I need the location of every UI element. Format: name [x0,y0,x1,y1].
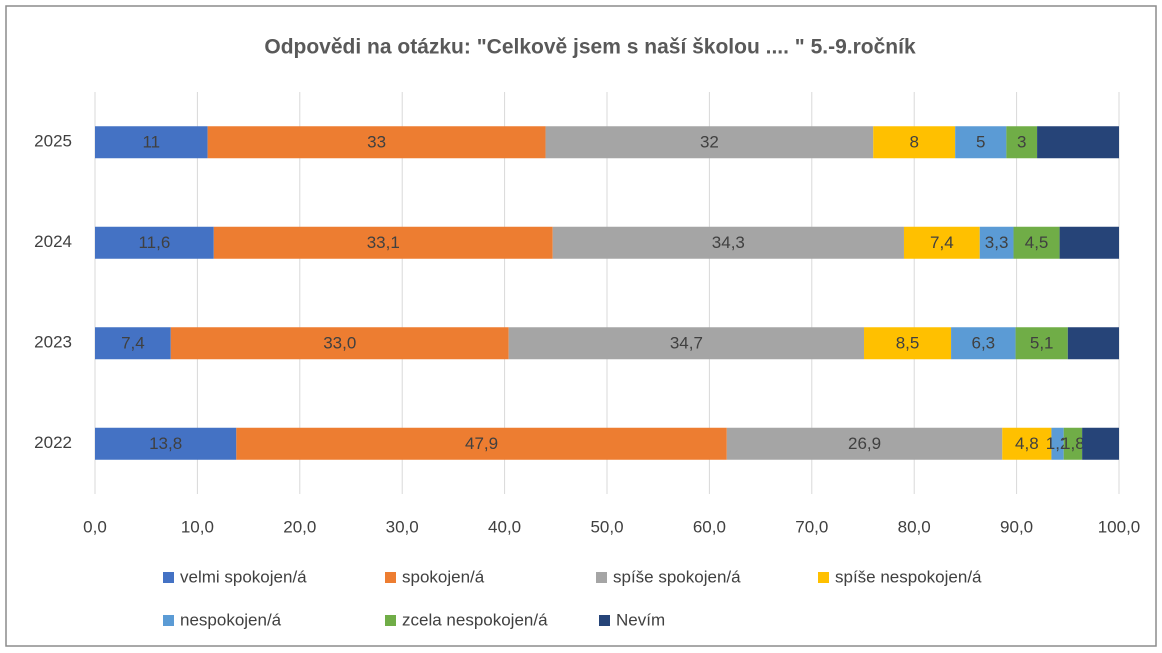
legend-label: spíše nespokojen/á [835,567,982,586]
data-label: 34,7 [670,334,703,353]
x-tick-label: 80,0 [898,517,931,536]
data-label: 8,5 [896,334,920,353]
data-label: 7,4 [121,334,145,353]
data-label: 33 [367,133,386,152]
data-label: 5,1 [1030,334,1054,353]
x-tick-label: 90,0 [1000,517,1033,536]
data-label: 11 [142,133,160,152]
bar-segment [873,126,956,159]
y-tick-label: 2024 [34,232,72,251]
data-label: 4,5 [1025,233,1049,252]
data-label: 33,0 [323,334,356,353]
bar-segment [1013,226,1060,259]
bar-segment [207,126,546,159]
bar-segment [213,226,553,259]
legend-label: nespokojen/á [180,610,282,629]
x-tick-label: 0,0 [83,517,107,536]
bar-segment [1037,126,1119,159]
bar-segment [1015,327,1068,360]
bar-segment [1002,427,1052,460]
bar-segment [951,327,1016,360]
data-label: 34,3 [712,233,745,252]
bar-segment [726,427,1003,460]
legend-swatch [818,572,829,583]
data-label: 26,9 [848,434,881,453]
legend-swatch [163,615,174,626]
bar-segment [1082,427,1119,460]
bar-segment [508,327,865,360]
bar-segment [95,126,208,159]
bar-segment [1067,327,1119,360]
legend-swatch [599,615,610,626]
bar-segment [955,126,1007,159]
bar-segment [170,327,509,360]
data-label: 1,2 [1046,434,1070,453]
bar-segment [545,126,874,159]
data-label: 32 [700,133,719,152]
legend-swatch [385,572,396,583]
legend-label: Nevím [616,610,665,629]
legend-swatch [596,572,607,583]
data-label: 4,8 [1015,434,1039,453]
x-tick-label: 100,0 [1098,517,1141,536]
chart-border [5,5,1157,647]
bar-segment [1051,427,1064,460]
bar-segment [1063,427,1083,460]
legend-label: spíše spokojen/á [613,567,741,586]
legend-label: spokojen/á [402,567,485,586]
data-label: 47,9 [465,434,498,453]
data-label: 1,8 [1061,434,1085,453]
bar-segment [236,427,727,460]
legend-label: zcela nespokojen/á [402,610,548,629]
bar-segment [552,226,904,259]
data-label: 3 [1017,133,1026,152]
data-label: 5 [976,133,985,152]
bar-segment [864,327,952,360]
legend-swatch [163,572,174,583]
bar-segment [979,226,1014,259]
chart-title: Odpovědi na otázku: "Celkově jsem s naší… [264,36,916,59]
bar-segment [1006,126,1038,159]
data-label: 6,3 [971,334,995,353]
data-label: 3,3 [985,233,1009,252]
y-tick-label: 2022 [34,433,72,452]
data-label: 13,8 [149,434,182,453]
x-tick-label: 50,0 [590,517,623,536]
x-tick-label: 70,0 [795,517,828,536]
y-tick-label: 2023 [34,333,72,352]
x-tick-label: 10,0 [181,517,214,536]
y-tick-label: 2025 [34,132,72,151]
legend-swatch [385,615,396,626]
bar-segment [95,327,171,360]
bar-segment [903,226,980,259]
bar-segment [1059,226,1119,259]
data-label: 33,1 [367,233,400,252]
data-label: 7,4 [930,233,954,252]
x-tick-label: 20,0 [283,517,316,536]
x-tick-label: 60,0 [693,517,726,536]
bar-segment [95,226,214,259]
x-tick-label: 40,0 [488,517,521,536]
data-label: 8 [909,133,918,152]
data-label: 11,6 [138,233,170,252]
legend-label: velmi spokojen/á [180,567,307,586]
x-tick-label: 30,0 [386,517,419,536]
bar-segment [95,427,237,460]
